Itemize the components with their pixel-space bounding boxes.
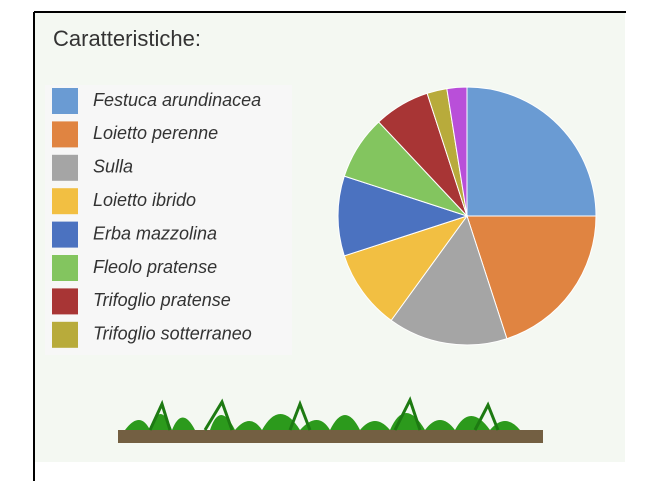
legend-swatch [52, 155, 78, 181]
legend-swatch [52, 222, 78, 248]
page: {"chart_data": {"type": "pie", "title": … [0, 0, 649, 481]
legend-label: Erba mazzolina [93, 223, 217, 243]
chart-title: Caratteristiche: [53, 26, 201, 51]
legend-label: Trifoglio sotterraneo [93, 324, 252, 344]
legend-label: Fleolo pratense [93, 257, 217, 277]
legend-swatch [52, 88, 78, 114]
legend-label: Loietto ibrido [93, 190, 196, 210]
legend-label: Sulla [93, 157, 133, 177]
legend-label: Trifoglio pratense [93, 290, 231, 310]
legend-label: Loietto perenne [93, 123, 218, 143]
screen: Caratteristiche: Festuca arundinacea Loie… [0, 0, 649, 481]
legend-swatch [52, 255, 78, 281]
legend-swatch [52, 121, 78, 147]
legend-label: Festuca arundinacea [93, 90, 261, 110]
legend-swatch [52, 288, 78, 314]
legend-swatch [52, 322, 78, 348]
legend-swatch [52, 188, 78, 214]
